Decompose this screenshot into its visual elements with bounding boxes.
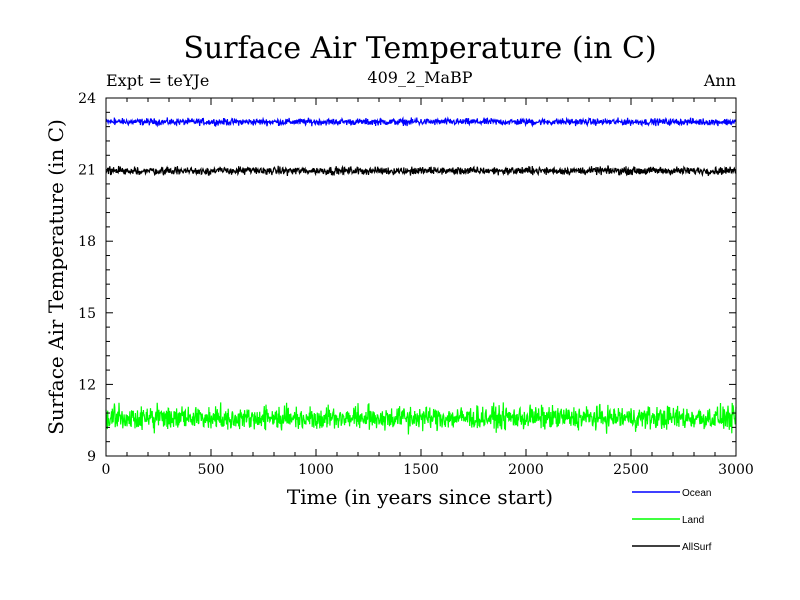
- legend-label-ocean: Ocean: [682, 488, 711, 499]
- y-tick-label: 24: [78, 91, 96, 107]
- x-tick-label: 500: [198, 462, 225, 478]
- axis-tick-labels: 0 500 1000 1500 2000 2500 3000 9 12 15 18 21 24: [78, 91, 754, 478]
- x-axis-label: Time (in years since start): [287, 485, 553, 509]
- y-tick-label: 9: [87, 449, 96, 465]
- y-tick-label: 15: [78, 306, 96, 322]
- x-tick-label: 3000: [718, 462, 754, 478]
- plot-lines: [105, 116, 737, 435]
- plot-frame: [105, 97, 737, 457]
- legend-label-land: Land: [682, 515, 704, 526]
- x-tick-label: 1500: [403, 462, 439, 478]
- x-tick-label: 1000: [298, 462, 334, 478]
- legend-label-allsurf: AllSurf: [682, 542, 712, 553]
- chart-title: Surface Air Temperature (in C): [183, 31, 656, 66]
- series-line-ocean: [105, 116, 737, 128]
- x-tick-label: 2000: [508, 462, 544, 478]
- x-tick-label: 2500: [613, 462, 649, 478]
- experiment-label: Expt = teYJe: [106, 71, 209, 90]
- series-line-allsurf: [105, 164, 737, 178]
- y-tick-label: 12: [78, 377, 96, 393]
- legend: Ocean Land AllSurf: [632, 488, 712, 553]
- y-axis-label: Surface Air Temperature (in C): [44, 119, 68, 435]
- period-label: 409_2_MaBP: [367, 68, 472, 87]
- x-tick-label: 0: [102, 462, 111, 478]
- season-label: Ann: [703, 71, 736, 90]
- y-tick-label: 21: [78, 163, 96, 179]
- series-line-land: [105, 402, 737, 435]
- y-tick-label: 18: [78, 234, 96, 250]
- axis-ticks: [105, 97, 737, 457]
